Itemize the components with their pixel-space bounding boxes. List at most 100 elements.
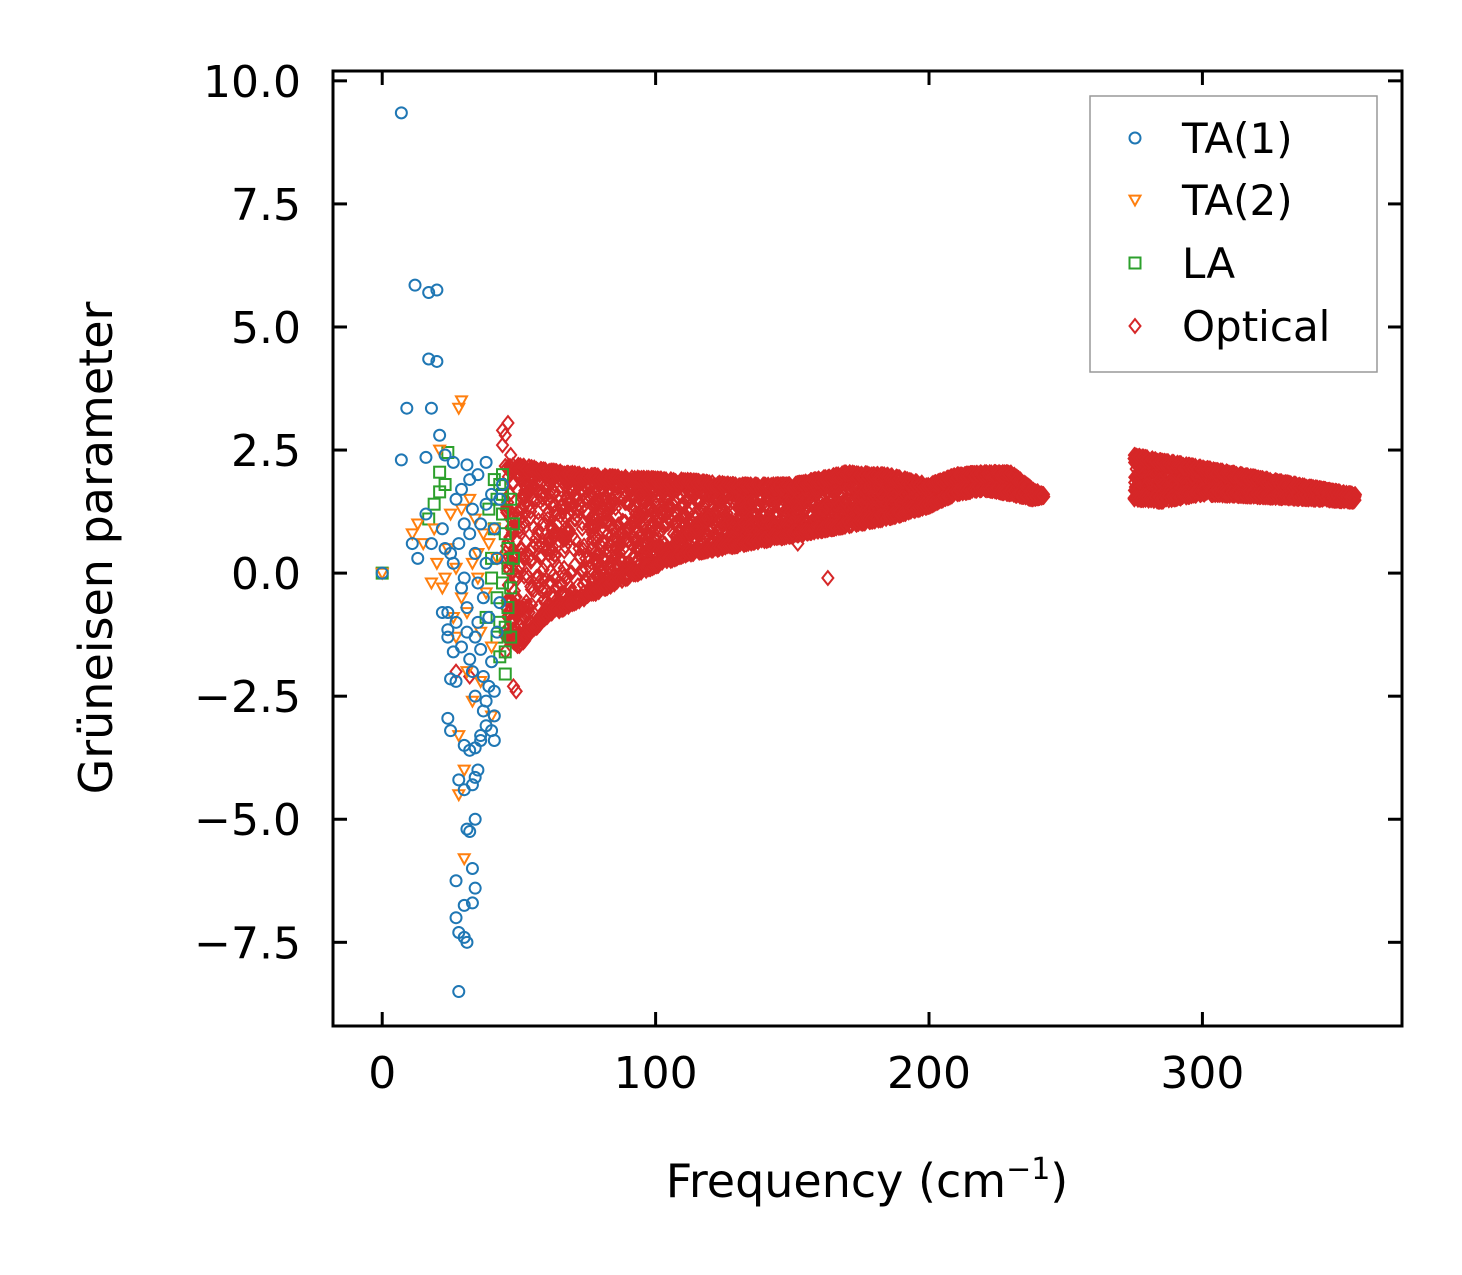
marker-optical — [646, 503, 660, 521]
marker-optical — [743, 509, 757, 527]
marker-optical — [787, 493, 802, 511]
marker-optical — [742, 518, 756, 535]
marker-optical — [501, 560, 515, 578]
marker-optical — [550, 505, 565, 523]
marker-optical — [542, 534, 557, 552]
marker-optical — [540, 510, 555, 528]
marker-optical — [516, 596, 531, 614]
marker-optical — [508, 544, 522, 561]
marker-optical — [534, 547, 548, 565]
marker-optical — [733, 493, 747, 511]
marker-optical — [693, 492, 708, 510]
marker-optical — [885, 486, 900, 504]
marker-optical — [952, 480, 966, 498]
marker-optical — [540, 490, 555, 508]
marker-optical — [722, 496, 736, 514]
marker-optical — [532, 573, 547, 591]
marker-optical — [1143, 469, 1157, 486]
marker-optical — [584, 489, 598, 507]
marker-optical — [609, 541, 624, 559]
marker-optical — [599, 505, 613, 523]
marker-optical — [515, 486, 530, 504]
marker-optical — [1152, 471, 1167, 489]
marker-optical — [507, 612, 521, 630]
marker-optical — [850, 498, 864, 516]
marker-optical — [595, 550, 610, 568]
marker-optical — [898, 502, 913, 519]
marker-optical — [573, 548, 588, 566]
marker-optical — [628, 505, 643, 523]
marker-optical — [745, 477, 759, 495]
marker-optical — [927, 494, 941, 512]
marker-optical — [602, 483, 616, 501]
marker-optical — [589, 530, 603, 548]
marker-optical — [532, 537, 547, 555]
marker-optical — [524, 551, 539, 569]
marker-optical — [545, 544, 559, 562]
marker-optical — [697, 495, 711, 513]
marker-optical — [518, 505, 532, 523]
marker-optical — [730, 488, 745, 506]
marker-optical — [505, 564, 519, 582]
marker-optical — [854, 467, 868, 485]
marker-optical — [862, 489, 877, 506]
marker-optical — [518, 546, 532, 564]
marker-optical — [566, 540, 581, 558]
marker-optical — [704, 500, 718, 518]
marker-optical — [603, 557, 617, 575]
marker-optical — [557, 568, 571, 586]
marker-optical — [612, 488, 627, 506]
marker-optical — [761, 499, 775, 517]
marker-optical — [602, 486, 617, 504]
marker-optical — [599, 499, 614, 517]
marker-optical — [562, 496, 576, 514]
marker-optical — [698, 504, 713, 522]
marker-optical — [542, 573, 557, 591]
marker-optical — [827, 489, 842, 507]
marker-optical — [629, 493, 644, 511]
marker-optical — [634, 537, 649, 555]
marker-optical — [649, 557, 664, 575]
marker-optical — [997, 464, 1012, 482]
marker-optical — [596, 532, 611, 550]
scatter-markers — [375, 106, 1363, 999]
marker-optical — [523, 622, 537, 640]
marker-optical — [676, 504, 691, 522]
marker-optical — [595, 518, 610, 536]
marker-optical — [607, 559, 622, 577]
marker-optical — [663, 501, 677, 519]
marker-optical — [816, 501, 831, 518]
marker-optical — [517, 568, 531, 586]
marker-optical — [615, 512, 630, 530]
marker-optical — [606, 540, 620, 558]
marker-optical — [649, 520, 663, 538]
marker-optical — [563, 564, 578, 582]
marker-optical — [879, 467, 893, 485]
marker-optical — [628, 472, 643, 490]
marker-optical — [994, 467, 1008, 485]
marker-optical — [586, 494, 600, 512]
marker-optical — [819, 517, 834, 535]
marker-optical — [683, 526, 698, 544]
marker-optical — [547, 482, 562, 500]
marker-optical — [531, 521, 546, 539]
marker-optical — [515, 632, 530, 650]
marker-optical — [622, 567, 637, 585]
marker-optical — [578, 550, 593, 568]
marker-optical — [632, 511, 647, 529]
marker-optical — [671, 524, 685, 542]
marker-optical — [724, 478, 738, 496]
marker-optical — [872, 479, 886, 497]
marker-optical — [503, 510, 518, 528]
series-optical-band — [449, 414, 1363, 700]
marker-optical — [864, 468, 878, 486]
marker-optical — [643, 537, 658, 555]
marker-optical — [584, 540, 599, 558]
marker-optical — [501, 603, 516, 621]
marker-optical — [588, 494, 602, 512]
marker-optical — [564, 501, 579, 519]
marker-optical — [545, 538, 560, 556]
marker-optical — [548, 522, 563, 540]
marker-optical — [837, 492, 852, 510]
